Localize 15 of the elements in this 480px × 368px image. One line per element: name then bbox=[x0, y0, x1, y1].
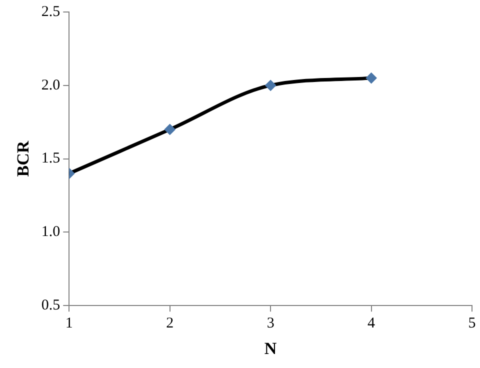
y-tick-label: 2.0 bbox=[41, 77, 60, 94]
y-tick-label: 1.0 bbox=[41, 224, 60, 240]
y-tick-label: 2.5 bbox=[41, 4, 60, 20]
x-tick-label: 2 bbox=[166, 316, 174, 332]
x-tick-label: 1 bbox=[65, 316, 73, 332]
x-axis-title: N bbox=[264, 339, 278, 358]
y-tick-label: 1.5 bbox=[41, 150, 60, 167]
point bbox=[164, 124, 176, 135]
x-tick-label: 4 bbox=[368, 316, 376, 332]
x-tick-label: 3 bbox=[266, 316, 274, 332]
y-axis-title: BCR bbox=[14, 140, 33, 177]
point bbox=[366, 72, 377, 84]
point bbox=[265, 80, 276, 91]
y-tick-label: 0.5 bbox=[41, 298, 60, 314]
x-tick-label: 5 bbox=[468, 316, 476, 332]
